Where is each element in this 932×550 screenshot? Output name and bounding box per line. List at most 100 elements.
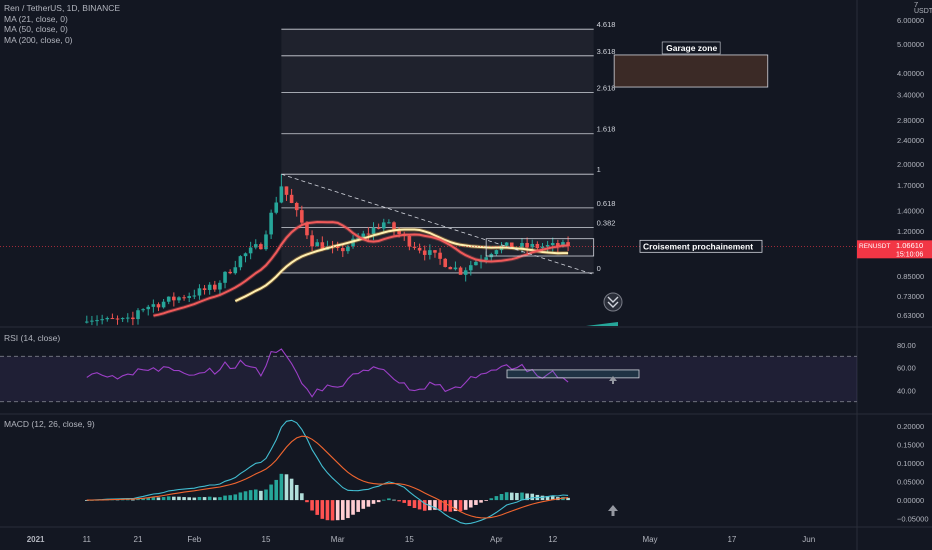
macd-histogram-bar[interactable] bbox=[341, 500, 345, 520]
candle[interactable] bbox=[248, 241, 253, 260]
candle[interactable] bbox=[202, 285, 207, 295]
macd-histogram-bar[interactable] bbox=[463, 500, 468, 510]
macd-histogram-bar[interactable] bbox=[202, 497, 207, 501]
macd-histogram-bar[interactable] bbox=[387, 498, 391, 501]
ma21-legend[interactable]: MA (21, close, 0) bbox=[4, 13, 68, 24]
macd-histogram-bar[interactable] bbox=[284, 474, 289, 501]
candle[interactable] bbox=[300, 205, 304, 225]
macd-histogram-bar[interactable] bbox=[172, 496, 176, 501]
macd-histogram-bar[interactable] bbox=[279, 473, 284, 501]
price-pane[interactable]: 4.618 3.618 2.618 1.618 1 0.618 0.382 0 Croiseme… bbox=[0, 20, 857, 326]
macd-histogram-bar[interactable] bbox=[520, 492, 524, 501]
macd-histogram-bar[interactable] bbox=[530, 493, 535, 501]
macd-histogram-bar[interactable] bbox=[479, 500, 483, 503]
candle[interactable] bbox=[243, 252, 248, 263]
macd-histogram-bar[interactable] bbox=[197, 496, 202, 501]
macd-histogram-bar[interactable] bbox=[371, 500, 376, 504]
macd-histogram-bar[interactable] bbox=[325, 500, 330, 521]
candle[interactable] bbox=[294, 201, 299, 217]
macd-histogram-bar[interactable] bbox=[131, 499, 135, 501]
macd-histogram-bar[interactable] bbox=[259, 490, 263, 501]
macd-histogram-bar[interactable] bbox=[218, 497, 222, 501]
macd-histogram-bar[interactable] bbox=[499, 493, 504, 501]
candle[interactable] bbox=[95, 315, 99, 326]
candle[interactable] bbox=[213, 280, 217, 292]
macd-histogram-bar[interactable] bbox=[253, 489, 258, 501]
macd-histogram-bar[interactable] bbox=[540, 495, 545, 501]
candle[interactable] bbox=[223, 271, 227, 289]
candle[interactable] bbox=[259, 242, 263, 250]
candle[interactable] bbox=[371, 222, 376, 241]
candle[interactable] bbox=[458, 266, 463, 275]
macd-histogram-bar[interactable] bbox=[381, 499, 386, 501]
macd-histogram-bar[interactable] bbox=[166, 496, 171, 501]
macd-histogram-bar[interactable] bbox=[233, 494, 238, 501]
macd-histogram-bar[interactable] bbox=[397, 500, 401, 502]
macd-histogram-bar[interactable] bbox=[376, 500, 381, 503]
candle[interactable] bbox=[289, 188, 294, 204]
macd-histogram-bar[interactable] bbox=[264, 489, 268, 501]
candle[interactable] bbox=[381, 218, 386, 234]
macd-histogram-bar[interactable] bbox=[392, 499, 396, 501]
macd-histogram-bar[interactable] bbox=[566, 497, 570, 501]
candle[interactable] bbox=[269, 209, 273, 240]
macd-histogram-bar[interactable] bbox=[161, 497, 166, 501]
candle[interactable] bbox=[310, 230, 314, 252]
macd-histogram-bar[interactable] bbox=[330, 500, 335, 521]
candle[interactable] bbox=[192, 289, 197, 300]
candle[interactable] bbox=[141, 308, 145, 313]
candle[interactable] bbox=[177, 296, 181, 304]
consolidation-box[interactable] bbox=[485, 238, 595, 257]
macd-histogram-bar[interactable] bbox=[346, 500, 350, 519]
macd-histogram-bar[interactable] bbox=[422, 500, 427, 511]
macd-histogram-bar[interactable] bbox=[156, 497, 161, 501]
candle[interactable] bbox=[100, 314, 104, 325]
candle[interactable] bbox=[151, 299, 156, 313]
macd-histogram-bar[interactable] bbox=[305, 500, 309, 503]
ma21-line[interactable] bbox=[153, 220, 569, 317]
candle[interactable] bbox=[463, 267, 468, 282]
candle[interactable] bbox=[279, 174, 284, 204]
candle[interactable] bbox=[520, 237, 524, 253]
candle[interactable] bbox=[341, 243, 345, 258]
macd-histogram-bar[interactable] bbox=[146, 497, 151, 501]
macd-histogram-bar[interactable] bbox=[469, 500, 473, 508]
garage-zone[interactable]: Garage zone bbox=[613, 41, 769, 88]
macd-histogram-bar[interactable] bbox=[407, 500, 412, 506]
symbol-title[interactable]: Ren / TetherUS, 1D, BINANCE bbox=[4, 3, 121, 13]
candle[interactable] bbox=[433, 249, 437, 258]
macd-histogram-bar[interactable] bbox=[412, 500, 417, 508]
candle[interactable] bbox=[412, 241, 417, 250]
candle[interactable] bbox=[422, 245, 427, 261]
candle[interactable] bbox=[187, 292, 191, 303]
macd-histogram-bar[interactable] bbox=[223, 495, 227, 501]
candle[interactable] bbox=[207, 282, 212, 295]
macd-histogram-bar[interactable] bbox=[182, 497, 186, 501]
candle[interactable] bbox=[125, 313, 130, 323]
candle[interactable] bbox=[387, 219, 391, 224]
macd-histogram-bar[interactable] bbox=[315, 500, 319, 515]
ma200-legend[interactable]: MA (200, close, 0) bbox=[4, 34, 73, 45]
candle[interactable] bbox=[253, 239, 258, 250]
candle[interactable] bbox=[448, 266, 453, 270]
candle[interactable] bbox=[346, 244, 350, 254]
macd-histogram-bar[interactable] bbox=[438, 500, 442, 511]
macd-histogram-bar[interactable] bbox=[151, 497, 156, 501]
candle[interactable] bbox=[392, 221, 396, 236]
macd-histogram-bar[interactable] bbox=[274, 479, 279, 501]
descending-trendline[interactable] bbox=[281, 173, 594, 275]
candle[interactable] bbox=[264, 230, 268, 251]
macd-histogram-bar[interactable] bbox=[489, 498, 494, 501]
macd-histogram-bar[interactable] bbox=[545, 496, 550, 501]
candle[interactable] bbox=[156, 302, 161, 312]
candle[interactable] bbox=[284, 186, 289, 201]
macd-histogram-bar[interactable] bbox=[474, 500, 478, 505]
macd-histogram-bar[interactable] bbox=[238, 492, 243, 501]
macd-histogram-bar[interactable] bbox=[213, 497, 217, 501]
rsi-line[interactable] bbox=[86, 348, 569, 398]
candle[interactable] bbox=[218, 280, 222, 295]
candle[interactable] bbox=[85, 315, 89, 324]
chevron-down-icon[interactable] bbox=[603, 292, 623, 312]
